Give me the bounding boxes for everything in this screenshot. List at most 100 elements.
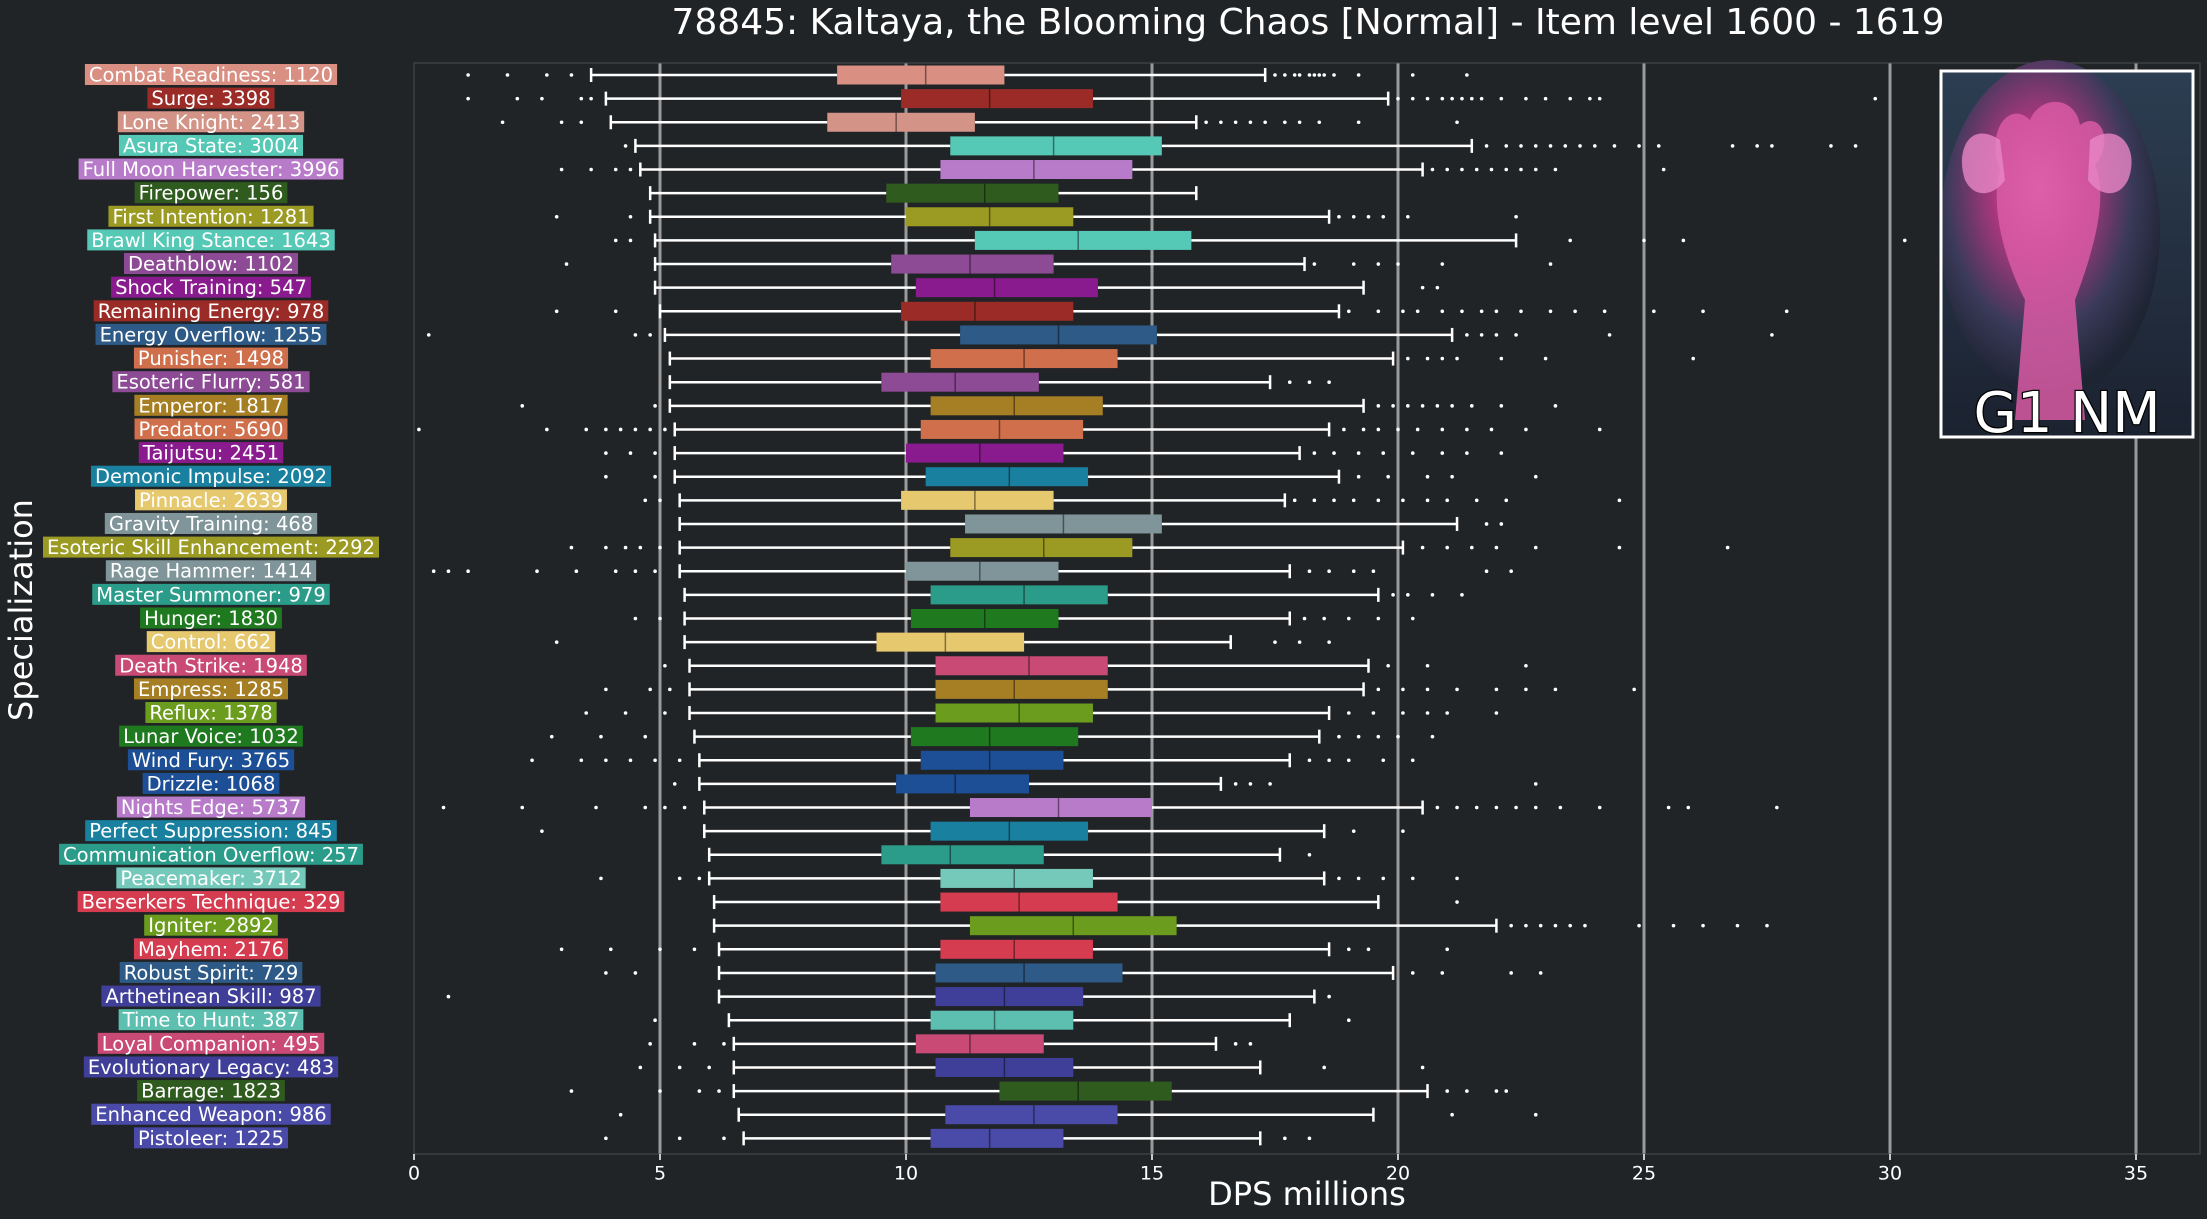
outlier-point	[1770, 333, 1774, 337]
outlier-point	[1450, 1112, 1454, 1117]
outlier-point	[1553, 687, 1558, 692]
outlier-point	[1440, 96, 1445, 101]
box-row	[663, 656, 1528, 676]
box-iqr	[930, 1128, 1064, 1148]
outlier-point	[584, 427, 588, 432]
box-row	[604, 679, 1636, 699]
category-label-text: Remaining Energy: 978	[98, 300, 325, 323]
category-label-bg	[104, 512, 318, 534]
outlier-point	[604, 427, 608, 432]
outlier-point	[1538, 923, 1543, 928]
outlier-point	[535, 569, 539, 574]
outlier-point	[1465, 451, 1469, 455]
outlier-point	[1479, 309, 1484, 314]
portrait-figure	[1995, 101, 2105, 420]
outlier-point	[1588, 96, 1592, 101]
outlier-point	[1514, 214, 1518, 219]
outlier-point	[1415, 309, 1420, 314]
outlier-point	[1425, 663, 1430, 668]
outlier-point	[658, 1089, 662, 1093]
outlier-point	[554, 309, 559, 314]
outlier-point	[1273, 640, 1277, 644]
outlier-point	[1701, 309, 1705, 314]
category-label: Enhanced Weapon: 986	[91, 1103, 331, 1126]
outlier-point	[1273, 73, 1277, 77]
category-label: Predator: 5690	[134, 418, 288, 441]
outlier-point	[1410, 73, 1415, 77]
x-tick-label: 30	[1878, 1163, 1902, 1185]
outlier-point	[697, 1089, 702, 1093]
box-row	[604, 963, 1543, 983]
category-label: Igniter: 2892	[144, 914, 278, 937]
category-label-text: First Intention: 1281	[112, 205, 309, 228]
outlier-point	[1425, 474, 1430, 479]
category-label-bg	[140, 607, 282, 629]
outlier-point	[633, 333, 638, 337]
box-iqr	[876, 632, 1025, 652]
category-label-bg	[95, 323, 327, 345]
outlier-point	[1356, 474, 1361, 479]
box-row	[441, 798, 1779, 818]
outlier-point	[638, 545, 643, 550]
category-label-bg	[145, 702, 277, 724]
outlier-point	[1494, 309, 1499, 314]
box-iqr	[950, 538, 1133, 558]
box-row	[530, 750, 1415, 770]
outlier-point	[515, 96, 520, 101]
box-iqr	[886, 183, 1059, 203]
box-row	[564, 254, 1553, 274]
outlier-point	[1401, 309, 1405, 314]
outlier-point	[1435, 285, 1440, 290]
outlier-point	[1248, 782, 1253, 786]
box-row	[584, 703, 1499, 723]
category-label-bg	[134, 418, 288, 440]
category-label: Hunger: 1830	[140, 607, 282, 630]
outlier-point	[569, 1089, 574, 1093]
box-row	[426, 325, 1774, 345]
category-label-bg	[124, 253, 298, 275]
outlier-point	[1420, 545, 1425, 550]
category-label: Peacemaker: 3712	[116, 867, 306, 890]
outlier-point	[633, 569, 638, 574]
outlier-point	[1514, 333, 1518, 337]
outlier-point	[1327, 569, 1331, 574]
outlier-point	[1332, 73, 1336, 77]
outlier-point	[1548, 262, 1553, 266]
x-tick-label: 25	[1632, 1163, 1656, 1185]
box-iqr	[901, 301, 1074, 321]
outlier-point	[1656, 144, 1661, 148]
outlier-point	[604, 971, 608, 975]
outlier-point	[1617, 545, 1622, 550]
category-label-text: Perfect Suppression: 845	[89, 820, 333, 843]
outlier-point	[1509, 923, 1513, 928]
category-label-text: Pistoleer: 1225	[138, 1127, 284, 1150]
outlier-point	[1509, 569, 1513, 574]
category-label-text: Enhanced Weapon: 986	[95, 1103, 326, 1126]
category-label-text: Berserkers Technique: 329	[82, 891, 341, 914]
outlier-point	[1401, 829, 1405, 833]
outlier-point	[1396, 262, 1400, 266]
outlier-point	[1356, 120, 1361, 125]
outlier-point	[1465, 73, 1469, 77]
box-row	[678, 514, 1504, 534]
box-iqr	[969, 916, 1177, 936]
category-label-text: Energy Overflow: 1255	[100, 323, 323, 346]
x-tick-label: 15	[1140, 1163, 1164, 1185]
outlier-point	[1460, 167, 1464, 172]
outlier-point	[1691, 356, 1695, 361]
outlier-point	[1538, 971, 1543, 975]
category-label-bg	[83, 1056, 339, 1078]
box-row	[668, 349, 1695, 369]
outlier-point	[1268, 782, 1272, 786]
outlier-point	[1533, 782, 1538, 786]
category-label-text: Robust Spirit: 729	[124, 961, 299, 984]
outlier-point	[1455, 120, 1459, 125]
outlier-point	[1332, 451, 1336, 455]
outlier-point	[1524, 96, 1528, 101]
category-label: Berserkers Technique: 329	[77, 891, 345, 914]
category-label: Evolutionary Legacy: 483	[83, 1056, 339, 1079]
category-label-bg	[127, 749, 295, 771]
category-label: Firepower: 156	[134, 182, 288, 205]
outlier-point	[1465, 427, 1469, 432]
category-label: Perfect Suppression: 845	[85, 820, 337, 843]
